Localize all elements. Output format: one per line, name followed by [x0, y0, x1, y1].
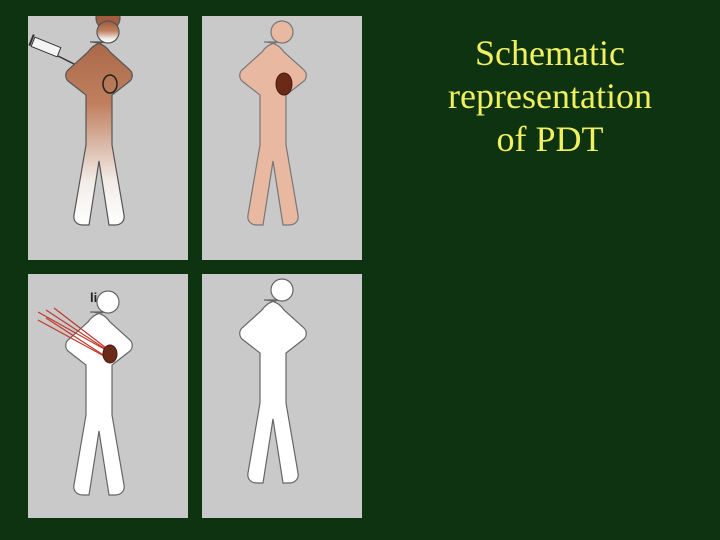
figure-accumulation-icon	[202, 16, 362, 260]
title-line-2: representation	[448, 76, 652, 116]
title-line-3: of PDT	[497, 119, 604, 159]
tumor-lit-icon	[103, 345, 117, 363]
figure-clear-icon	[202, 274, 362, 518]
panel-light: light	[28, 274, 188, 518]
title-line-1: Schematic	[475, 33, 625, 73]
syringe-icon	[29, 35, 74, 64]
panel-injection	[28, 16, 188, 260]
figure-light-icon	[28, 274, 188, 518]
panel-clear	[202, 274, 362, 518]
tumor-filled-icon	[276, 73, 292, 95]
figure-injection-icon	[28, 16, 188, 260]
panel-accumulation	[202, 16, 362, 260]
panel-grid: light	[28, 16, 362, 518]
diagram-title: Schematic representation of PDT	[400, 32, 700, 162]
